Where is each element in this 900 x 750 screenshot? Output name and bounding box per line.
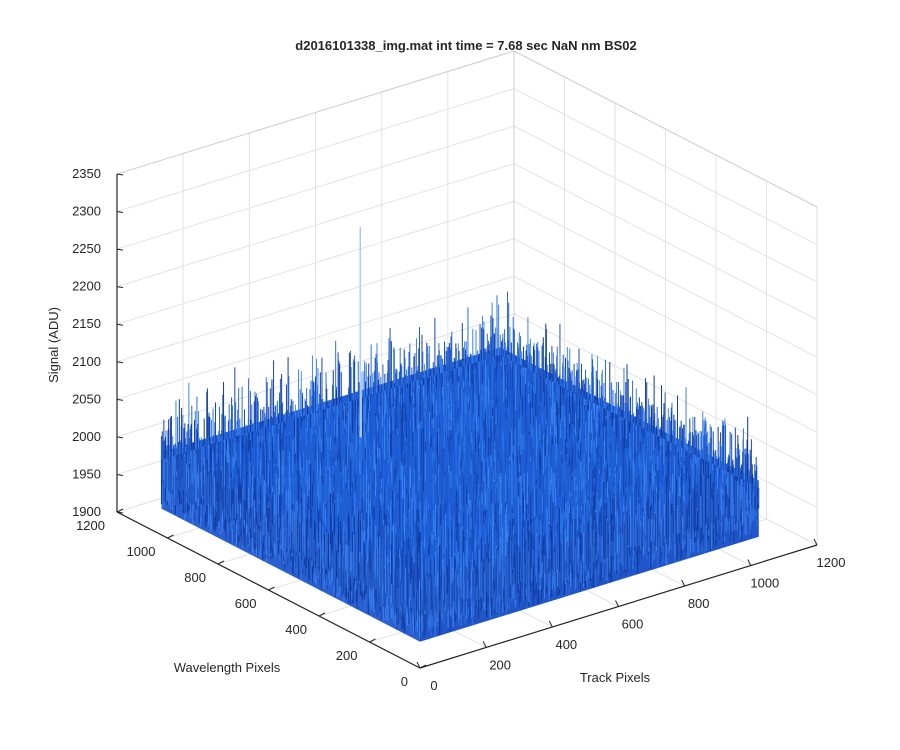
grid-line [513,125,818,283]
y-tick-label: 800 [184,570,206,585]
z-axis-label: Signal (ADU) [46,307,61,383]
z-tick [116,361,124,364]
grid-line [116,200,515,325]
z-tick [116,173,124,176]
y-tick [217,560,225,565]
grid-line [513,200,818,358]
z-tick-label: 2100 [72,354,101,369]
x-tick [548,620,553,628]
x-tick [615,600,619,607]
z-tick [116,286,124,289]
y-tick-label: 600 [235,596,257,611]
y-tick-label: 0 [401,674,408,689]
z-tick [116,398,124,401]
y-tick-label: 400 [285,622,307,637]
y-tick [369,638,376,643]
y-tick [318,612,326,617]
z-tick [116,211,124,214]
box-edge [513,50,818,208]
x-tick-label: 400 [555,637,577,652]
x-tick [416,661,421,669]
z-tick-label: 2150 [72,316,101,331]
chart-title: d2016101338_img.mat int time = 7.68 sec … [295,38,636,53]
x-axis-label: Track Pixels [580,670,651,685]
grid-line [116,88,515,213]
y-axis-label: Wavelength Pixels [174,660,281,675]
z-tick [116,473,124,476]
grid-line [513,88,818,246]
grid-line [116,125,515,250]
y-tick [419,664,427,669]
surface-layer [160,226,760,642]
y-tick-label: 1200 [76,518,105,533]
x-tick-label: 600 [622,617,644,632]
z-tick-label: 1950 [72,466,101,481]
z-tick-label: 2000 [72,429,101,444]
grid-line [116,275,515,400]
x-tick-label: 0 [430,678,437,693]
z-tick [116,248,124,251]
x-tick-label: 800 [688,596,710,611]
x-tick-label: 1000 [750,576,779,591]
z-tick [116,436,124,439]
axes-layer [116,173,818,669]
box-edge [116,50,515,175]
x-tick [813,538,818,546]
y-tick [116,508,124,513]
x-tick-label: 200 [489,658,511,673]
grid-line [513,163,818,321]
z-tick-label: 1900 [72,504,101,519]
grid-line [513,238,818,396]
z-tick-label: 2250 [72,241,101,256]
z-tick-label: 2350 [72,166,101,181]
y-tick [268,586,275,591]
grid-line [116,163,515,288]
grid-line [513,313,818,471]
y-tick [167,534,174,539]
y-tick-label: 1000 [127,544,156,559]
x-tick [747,559,752,566]
tick-labels: 0 200 400 600 800 1000 1200 0 200 400 600 800 1000 12… [72,166,845,693]
x-tick [681,579,686,587]
z-tick-label: 2300 [72,204,101,219]
z-tick [116,511,124,514]
z-tick [116,323,124,326]
grid-line [513,275,818,433]
y-tick-label: 200 [336,648,358,663]
z-tick-label: 2050 [72,391,101,406]
grid-line [116,238,515,363]
x-tick [482,641,487,648]
z-tick-label: 2200 [72,279,101,294]
x-tick-label: 1200 [817,555,846,570]
